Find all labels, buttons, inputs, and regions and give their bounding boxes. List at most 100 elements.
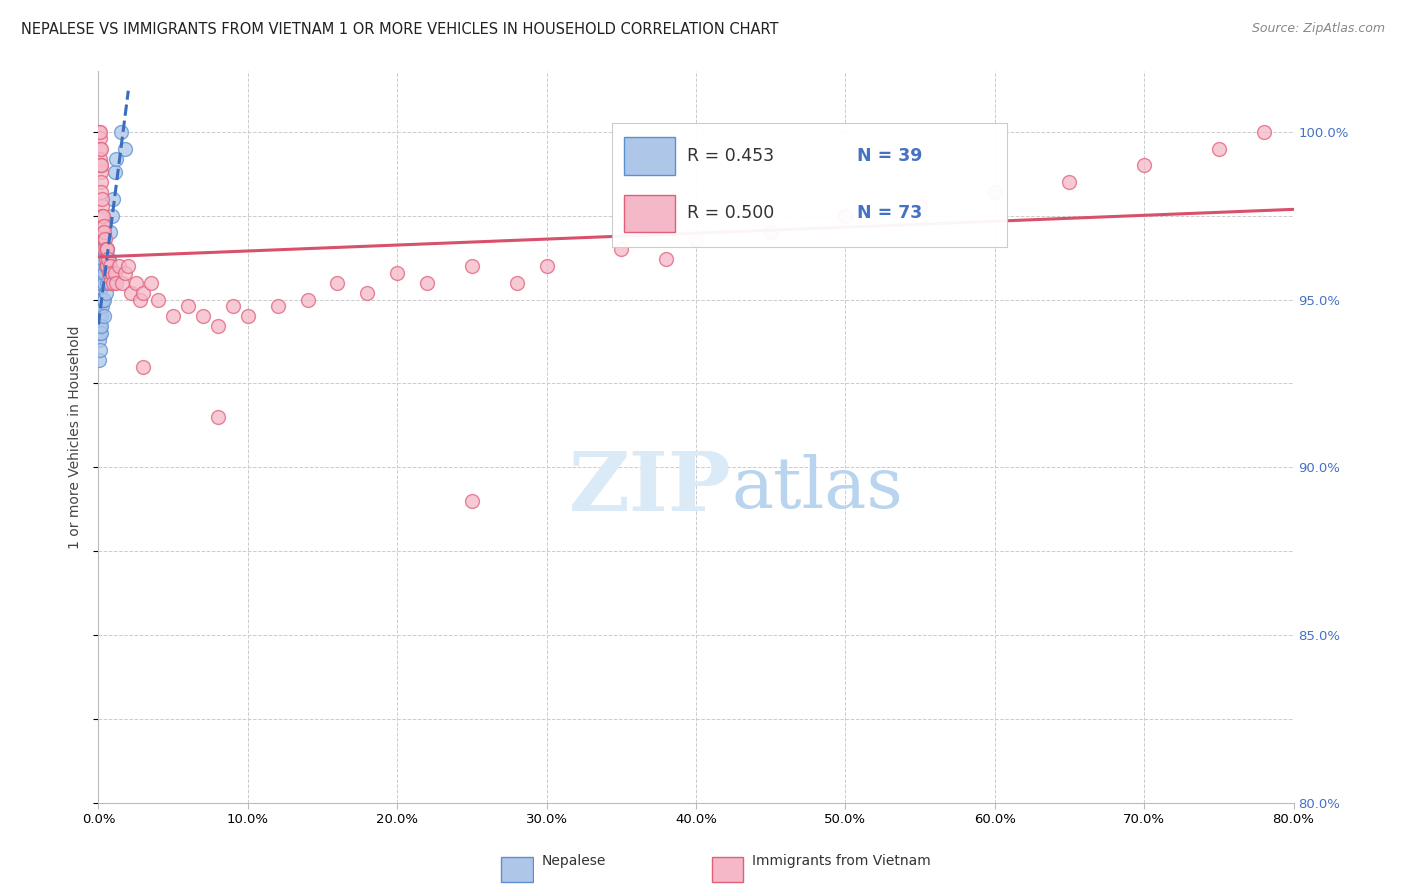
Point (91, 192, 114, 206)
Point (94, 252, 117, 267)
Point (103, 192, 125, 206)
Point (96, 242, 118, 256)
Point (984, 185, 1007, 199)
Point (91, 209, 114, 223)
Point (108, 259, 131, 273)
Point (98, 259, 121, 273)
Point (89, 285, 111, 300)
Point (297, 293, 319, 307)
Point (834, 209, 856, 223)
Point (222, 299, 245, 313)
Point (89, 125, 111, 139)
Point (416, 276, 439, 290)
Point (93, 242, 115, 256)
Point (162, 310, 184, 324)
Point (90, 165, 112, 179)
Point (610, 242, 633, 256)
Text: atlas: atlas (733, 454, 904, 523)
Point (759, 226, 782, 240)
Point (326, 276, 349, 290)
Point (97, 266, 120, 280)
Text: ZIP: ZIP (569, 449, 733, 528)
Point (90, 310, 112, 324)
Text: N = 73: N = 73 (856, 204, 922, 222)
Text: R = 0.500: R = 0.500 (688, 204, 775, 222)
Point (93, 232, 115, 246)
Point (90, 198, 112, 212)
Point (191, 310, 214, 324)
Point (91, 259, 114, 273)
Point (89, 352, 111, 367)
FancyBboxPatch shape (501, 856, 533, 881)
Point (90, 276, 112, 290)
Point (91, 209, 114, 223)
Point (93, 293, 115, 307)
Point (1059, 175, 1081, 189)
Point (89, 326, 111, 340)
Point (385, 266, 409, 280)
Point (90, 175, 112, 189)
Point (461, 493, 484, 508)
Point (207, 319, 229, 334)
Point (97, 252, 120, 267)
Point (94, 259, 117, 273)
Text: Source: ZipAtlas.com: Source: ZipAtlas.com (1251, 22, 1385, 36)
Text: NEPALESE VS IMMIGRANTS FROM VIETNAM 1 OR MORE VEHICLES IN HOUSEHOLD CORRELATION : NEPALESE VS IMMIGRANTS FROM VIETNAM 1 OR… (21, 22, 779, 37)
Point (98, 276, 122, 290)
Point (91, 252, 114, 267)
Point (90, 326, 112, 340)
Point (89, 276, 111, 290)
Point (103, 276, 125, 290)
Y-axis label: 1 or more Vehicles in Household: 1 or more Vehicles in Household (69, 326, 83, 549)
Point (89, 131, 111, 145)
Point (89, 299, 111, 313)
Point (105, 152, 128, 166)
Text: Immigrants from Vietnam: Immigrants from Vietnam (752, 854, 931, 868)
Point (90, 242, 112, 256)
Point (90, 142, 112, 156)
Point (139, 276, 162, 290)
Point (105, 276, 128, 290)
Point (93, 226, 115, 240)
FancyBboxPatch shape (711, 856, 744, 881)
Point (90, 185, 112, 199)
Point (97, 252, 120, 267)
Point (236, 310, 259, 324)
Point (89, 293, 111, 307)
Point (267, 299, 290, 313)
Point (117, 259, 139, 273)
Point (93, 310, 115, 324)
Point (96, 242, 118, 256)
Point (94, 232, 117, 246)
Point (90, 158, 112, 172)
Point (111, 276, 134, 290)
Point (207, 409, 229, 424)
Point (356, 285, 378, 300)
Point (90, 319, 112, 334)
Point (536, 259, 558, 273)
Point (91, 299, 114, 313)
Point (1253, 125, 1275, 139)
Point (104, 165, 127, 179)
Point (91, 293, 114, 307)
Point (93, 219, 115, 233)
Point (94, 285, 117, 300)
Point (91, 219, 114, 233)
Point (89, 310, 111, 324)
Point (96, 276, 118, 290)
Text: R = 0.453: R = 0.453 (688, 147, 775, 165)
Point (125, 276, 148, 290)
Point (94, 242, 117, 256)
Point (96, 259, 118, 273)
Point (114, 266, 136, 280)
Point (90, 266, 112, 280)
Point (110, 125, 132, 139)
Point (89, 343, 111, 357)
Point (101, 209, 124, 223)
Point (461, 259, 484, 273)
Point (89, 333, 111, 347)
Point (655, 252, 678, 267)
Point (90, 293, 112, 307)
Point (91, 226, 114, 240)
Text: N = 39: N = 39 (856, 147, 922, 165)
